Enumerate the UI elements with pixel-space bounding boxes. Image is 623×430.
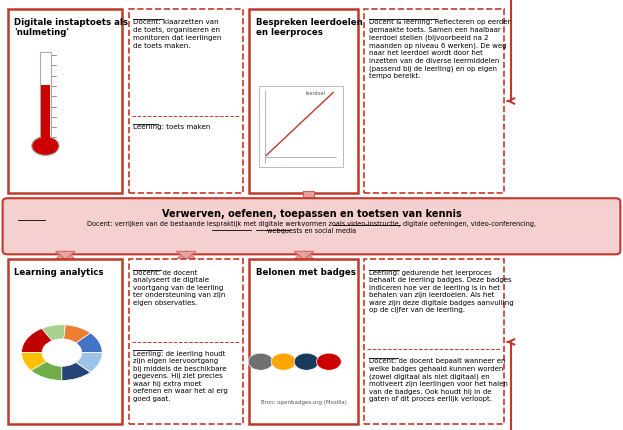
Wedge shape: [76, 353, 102, 372]
FancyBboxPatch shape: [364, 10, 504, 194]
Bar: [259, 87, 343, 168]
Wedge shape: [31, 362, 62, 381]
Bar: [182, 252, 191, 260]
FancyBboxPatch shape: [128, 10, 243, 194]
Text: Learning analytics: Learning analytics: [14, 267, 103, 276]
Polygon shape: [176, 252, 196, 260]
FancyBboxPatch shape: [7, 260, 122, 424]
Text: Leerling: de leerling houdt
zijn eigen leervoortgang
bij middels de beschikbare
: Leerling: de leerling houdt zijn eigen l…: [133, 350, 228, 401]
Text: Docent: klaarzetten van
de toets, organiseren en
monitoren dat leerlingen
de toe: Docent: klaarzetten van de toets, organi…: [133, 19, 222, 49]
Text: leerdoel: leerdoel: [305, 91, 325, 96]
FancyBboxPatch shape: [364, 260, 504, 424]
Bar: [41, 86, 50, 147]
FancyBboxPatch shape: [2, 199, 621, 255]
Text: Bespreken leerdoelen
en leerproces: Bespreken leerdoelen en leerproces: [255, 18, 363, 37]
Circle shape: [248, 353, 273, 370]
Polygon shape: [55, 252, 75, 260]
Wedge shape: [64, 325, 90, 343]
Text: Leerling: toets maken: Leerling: toets maken: [133, 124, 211, 130]
Bar: [303, 191, 314, 238]
Bar: [40, 52, 51, 147]
Polygon shape: [294, 252, 314, 260]
Wedge shape: [22, 353, 47, 371]
Text: Docent: de docent
analyseert de digitale
voortgang van de leerling
ter ondersteu: Docent: de docent analyseert de digitale…: [133, 269, 226, 305]
Text: Leerling: gedurende het leerproces
behaalt de leerling badges. Deze badges
indic: Leerling: gedurende het leerproces behaa…: [369, 269, 514, 313]
Circle shape: [32, 137, 59, 156]
Text: Docent: verrijken van de bestaande lespraktijk met digitale werkvormen zoals vid: Docent: verrijken van de bestaande lespr…: [87, 220, 536, 234]
Wedge shape: [22, 329, 52, 353]
Text: Bron: openbadges.org (Mozilla): Bron: openbadges.org (Mozilla): [261, 399, 346, 404]
Text: Docent & leerling: Reflecteren op eerder
gemaakte toets. Samen een haalbaar
leer: Docent & leerling: Reflecteren op eerder…: [369, 19, 511, 79]
FancyBboxPatch shape: [128, 260, 243, 424]
Wedge shape: [62, 362, 90, 381]
Text: Verwerven, oefenen, toepassen en toetsen van kennis: Verwerven, oefenen, toepassen en toetsen…: [161, 209, 462, 218]
Text: Docent: de docent bepaalt wanneer en
welke badges gehaald kunnen worden
(zowel d: Docent: de docent bepaalt wanneer en wel…: [369, 357, 508, 401]
Text: Belonen met badges: Belonen met badges: [255, 267, 356, 276]
FancyBboxPatch shape: [7, 10, 122, 194]
Wedge shape: [76, 333, 102, 353]
FancyBboxPatch shape: [249, 260, 358, 424]
Polygon shape: [55, 251, 75, 260]
Circle shape: [294, 353, 319, 370]
Circle shape: [271, 353, 296, 370]
Polygon shape: [176, 251, 196, 260]
Bar: [300, 252, 308, 260]
Bar: [61, 252, 70, 260]
Wedge shape: [42, 325, 65, 341]
Text: Digitale instaptoets als
'nulmeting': Digitale instaptoets als 'nulmeting': [14, 18, 128, 37]
Circle shape: [316, 353, 341, 370]
FancyBboxPatch shape: [249, 10, 358, 194]
Polygon shape: [297, 237, 320, 251]
Polygon shape: [294, 251, 314, 260]
